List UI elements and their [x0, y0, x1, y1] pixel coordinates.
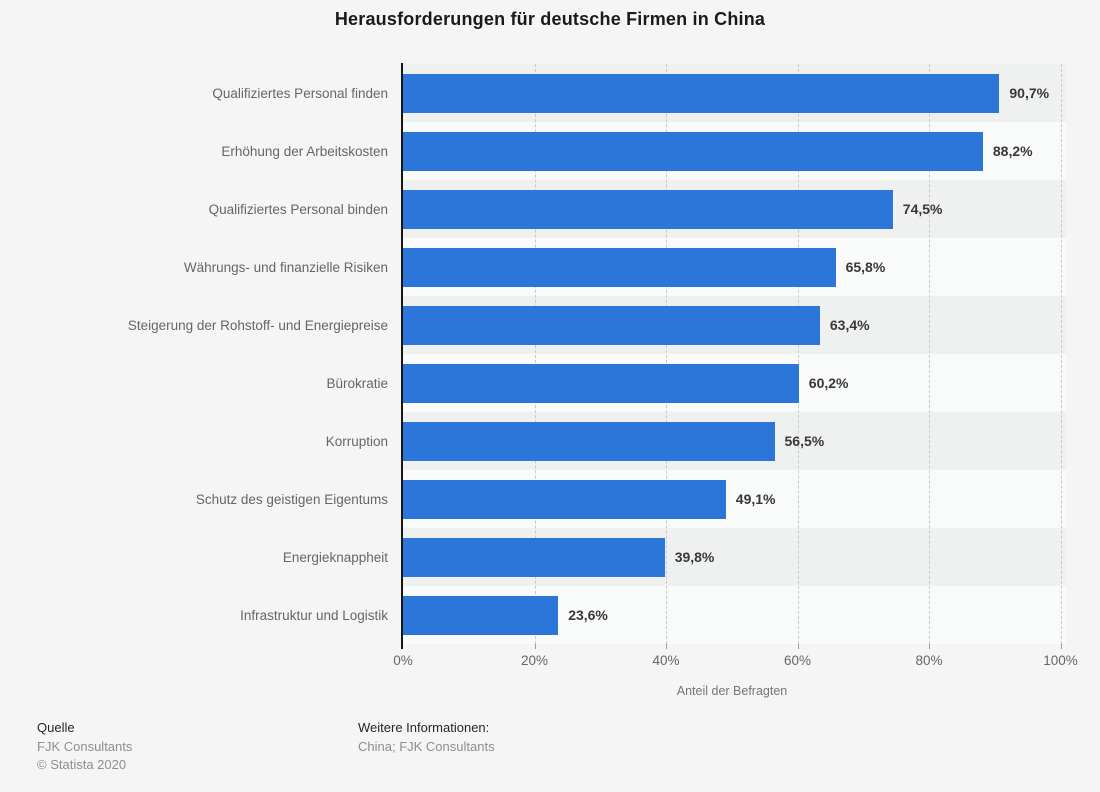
chart-row: Bürokratie 60,2%: [0, 354, 1066, 412]
source-name: FJK Consultants: [37, 738, 133, 754]
gridline: [666, 64, 667, 644]
tick-mark: [534, 644, 536, 649]
tick-mark: [1060, 644, 1062, 649]
tick-mark: [797, 644, 799, 649]
gridline: [1060, 64, 1062, 644]
category-label: Qualifiziertes Personal finden: [212, 85, 388, 101]
chart-title: Herausforderungen für deutsche Firmen in…: [334, 9, 766, 29]
value-label: 56,5%: [784, 433, 825, 449]
chart-row: Erhöhung der Arbeitskosten 88,2%: [0, 122, 1066, 180]
chart-row: Schutz des geistigen Eigentums 49,1%: [0, 470, 1066, 528]
plot-row-band: 23,6%: [403, 586, 1066, 644]
value-label: 88,2%: [992, 143, 1033, 159]
bar: [403, 189, 893, 229]
category-label: Schutz des geistigen Eigentums: [195, 491, 388, 507]
plot-row-band: 39,8%: [403, 528, 1066, 586]
category-label: Korruption: [325, 433, 388, 449]
x-axis-title: Anteil der Befragten: [676, 684, 788, 698]
chart-row: Steigerung der Rohstoff- und Energieprei…: [0, 296, 1066, 354]
y-axis-line: [401, 63, 403, 649]
value-label: 74,5%: [902, 201, 943, 217]
x-tick-label: 100%: [1043, 653, 1078, 668]
x-tick-label: 20%: [520, 653, 549, 668]
bar: [403, 595, 559, 635]
category-label: Energieknappheit: [282, 549, 388, 565]
gridline: [797, 64, 799, 644]
bar: [403, 247, 836, 287]
category-label: Infrastruktur und Logistik: [240, 607, 388, 623]
plot-row-band: 63,4%: [403, 296, 1066, 354]
value-label: 23,6%: [568, 607, 608, 623]
value-label: 39,8%: [674, 549, 715, 565]
x-tick-label: 80%: [915, 653, 943, 668]
category-label: Währungs- und finanzielle Risiken: [183, 259, 388, 275]
x-tick-label: 0%: [393, 653, 413, 668]
bar: [403, 73, 1000, 113]
gridline: [534, 64, 536, 644]
x-tick-label: 60%: [783, 653, 812, 668]
category-label: Bürokratie: [326, 375, 388, 391]
chart-row: Qualifiziertes Personal finden 90,7%: [0, 64, 1066, 122]
source-heading: Quelle: [37, 720, 75, 735]
bar: [403, 363, 799, 403]
bar-rows: Qualifiziertes Personal finden 90,7% Erhöh…: [0, 64, 1066, 644]
info-block: Weitere Informationen: China; FJK Consul…: [358, 719, 495, 756]
x-tick-label: 40%: [652, 653, 680, 668]
gridline: [929, 64, 930, 644]
value-label: 49,1%: [735, 491, 776, 507]
bar: [403, 305, 820, 345]
bar: [403, 479, 726, 519]
value-label: 60,2%: [808, 375, 849, 391]
plot-row-band: 65,8%: [403, 238, 1066, 296]
value-label: 65,8%: [845, 259, 886, 275]
plot-row-band: 60,2%: [403, 354, 1066, 412]
chart-row: Energieknappheit 39,8%: [0, 528, 1066, 586]
source-block: Quelle FJK Consultants © Statista 2020: [37, 719, 132, 775]
plot-row-band: 56,5%: [403, 412, 1066, 470]
bar: [403, 537, 665, 577]
category-label: Qualifiziertes Personal binden: [208, 201, 388, 217]
category-label: Steigerung der Rohstoff- und Energieprei…: [127, 317, 388, 333]
category-label: Erhöhung der Arbeitskosten: [221, 143, 388, 159]
value-label: 90,7%: [1009, 85, 1050, 101]
chart-row: Währungs- und finanzielle Risiken 65,8%: [0, 238, 1066, 296]
chart-row: Infrastruktur und Logistik 23,6%: [0, 586, 1066, 644]
tick-mark: [929, 644, 930, 649]
bar: [403, 421, 775, 461]
info-heading: Weitere Informationen:: [358, 720, 490, 735]
copyright-notice: © Statista 2020: [37, 757, 127, 772]
bar: [403, 131, 983, 171]
info-text: China; FJK Consultants: [358, 738, 495, 754]
tick-mark: [666, 644, 667, 649]
value-label: 63,4%: [829, 317, 870, 333]
plot-row-band: 49,1%: [403, 470, 1066, 528]
plot-row-band: 88,2%: [403, 122, 1066, 180]
chart-row: Korruption 56,5%: [0, 412, 1066, 470]
plot-row-band: 74,5%: [403, 180, 1066, 238]
plot-row-band: 90,7%: [403, 64, 1066, 122]
chart-row: Qualifiziertes Personal binden 74,5%: [0, 180, 1066, 238]
